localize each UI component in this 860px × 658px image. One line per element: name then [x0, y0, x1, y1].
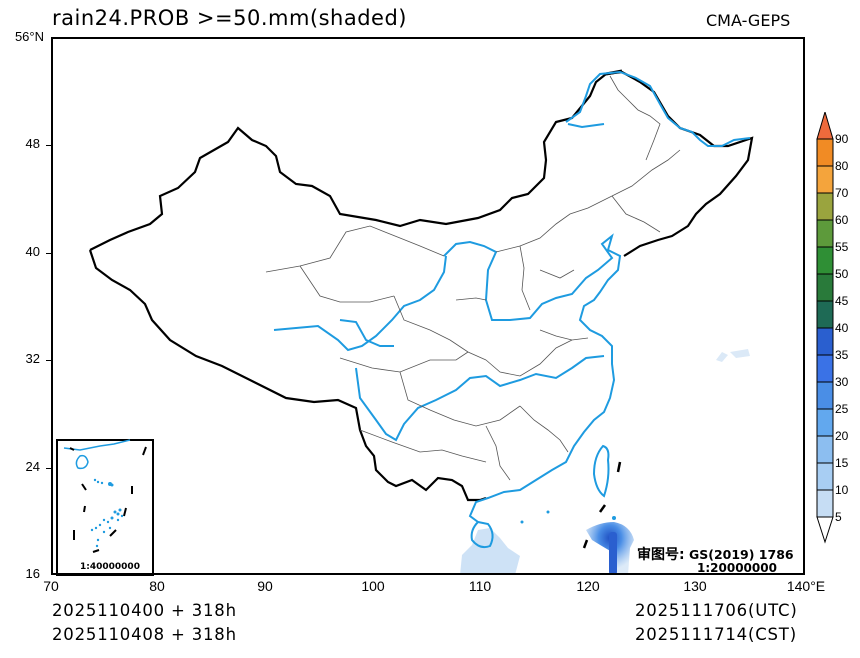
colorbar-graphic — [816, 110, 834, 544]
dash-line — [582, 461, 622, 549]
colorbar-label-25: 25 — [835, 402, 849, 416]
colorbar-label-45: 45 — [835, 294, 849, 308]
x-tick-100: 100 — [361, 578, 385, 594]
valid-time-utc: 2025111706(UTC) — [635, 601, 798, 620]
x-tick-120: 120 — [576, 578, 600, 594]
inset-scale: 1:40000000 — [80, 562, 140, 572]
init-time-utc: 2025110400 + 318h — [52, 601, 237, 620]
y-tick-56: 56°N — [14, 29, 44, 44]
colorbar-label-80: 80 — [835, 159, 849, 173]
colorbar-label-55: 55 — [835, 240, 849, 254]
y-tick-16: 16 — [25, 566, 40, 581]
colorbar-label-35: 35 — [835, 348, 849, 362]
y-tick-24: 24 — [25, 459, 40, 474]
y-tick-mark — [46, 253, 51, 254]
colorbar — [816, 110, 834, 544]
y-tick-32: 32 — [25, 351, 40, 366]
colorbar-label-15: 15 — [835, 456, 849, 470]
colorbar-label-20: 20 — [835, 429, 849, 443]
main-scale: 1:20000000 — [697, 561, 777, 575]
colorbar-label-10: 10 — [835, 483, 849, 497]
plot-frame — [51, 37, 805, 575]
colorbar-label-5: 5 — [835, 510, 842, 524]
inset-map — [56, 439, 154, 576]
x-tick-70: 70 — [43, 578, 59, 594]
colorbar-label-60: 60 — [835, 213, 849, 227]
x-tick-130: 130 — [683, 578, 707, 594]
x-tick-110: 110 — [468, 578, 492, 594]
rivers-coastline — [273, 70, 751, 549]
approval-number: GS(2019) 1786 — [688, 547, 794, 562]
y-tick-48: 48 — [25, 136, 40, 151]
x-tick-140: 140°E — [786, 578, 826, 594]
y-tick-mark — [46, 360, 51, 361]
approval-label: 审图号: — [637, 547, 685, 563]
colorbar-label-30: 30 — [835, 375, 849, 389]
colorbar-label-50: 50 — [835, 267, 849, 281]
x-tick-90: 90 — [257, 578, 273, 594]
valid-time-cst: 2025111714(CST) — [635, 625, 797, 644]
colorbar-label-40: 40 — [835, 321, 849, 335]
init-time-cst: 2025110408 + 318h — [52, 625, 237, 644]
colorbar-label-90: 90 — [835, 132, 849, 146]
chart-title: rain24.PROB >=50.mm(shaded) — [52, 6, 407, 30]
map-approval: 审图号: GS(2019) 1786 — [637, 544, 794, 564]
y-tick-mark — [46, 468, 51, 469]
x-tick-80: 80 — [149, 578, 165, 594]
shaded-probability-areas — [460, 349, 750, 575]
province-borders — [265, 75, 681, 481]
model-name: CMA-GEPS — [706, 11, 791, 30]
y-tick-mark — [46, 145, 51, 146]
colorbar-label-70: 70 — [835, 186, 849, 200]
y-tick-40: 40 — [25, 244, 40, 259]
